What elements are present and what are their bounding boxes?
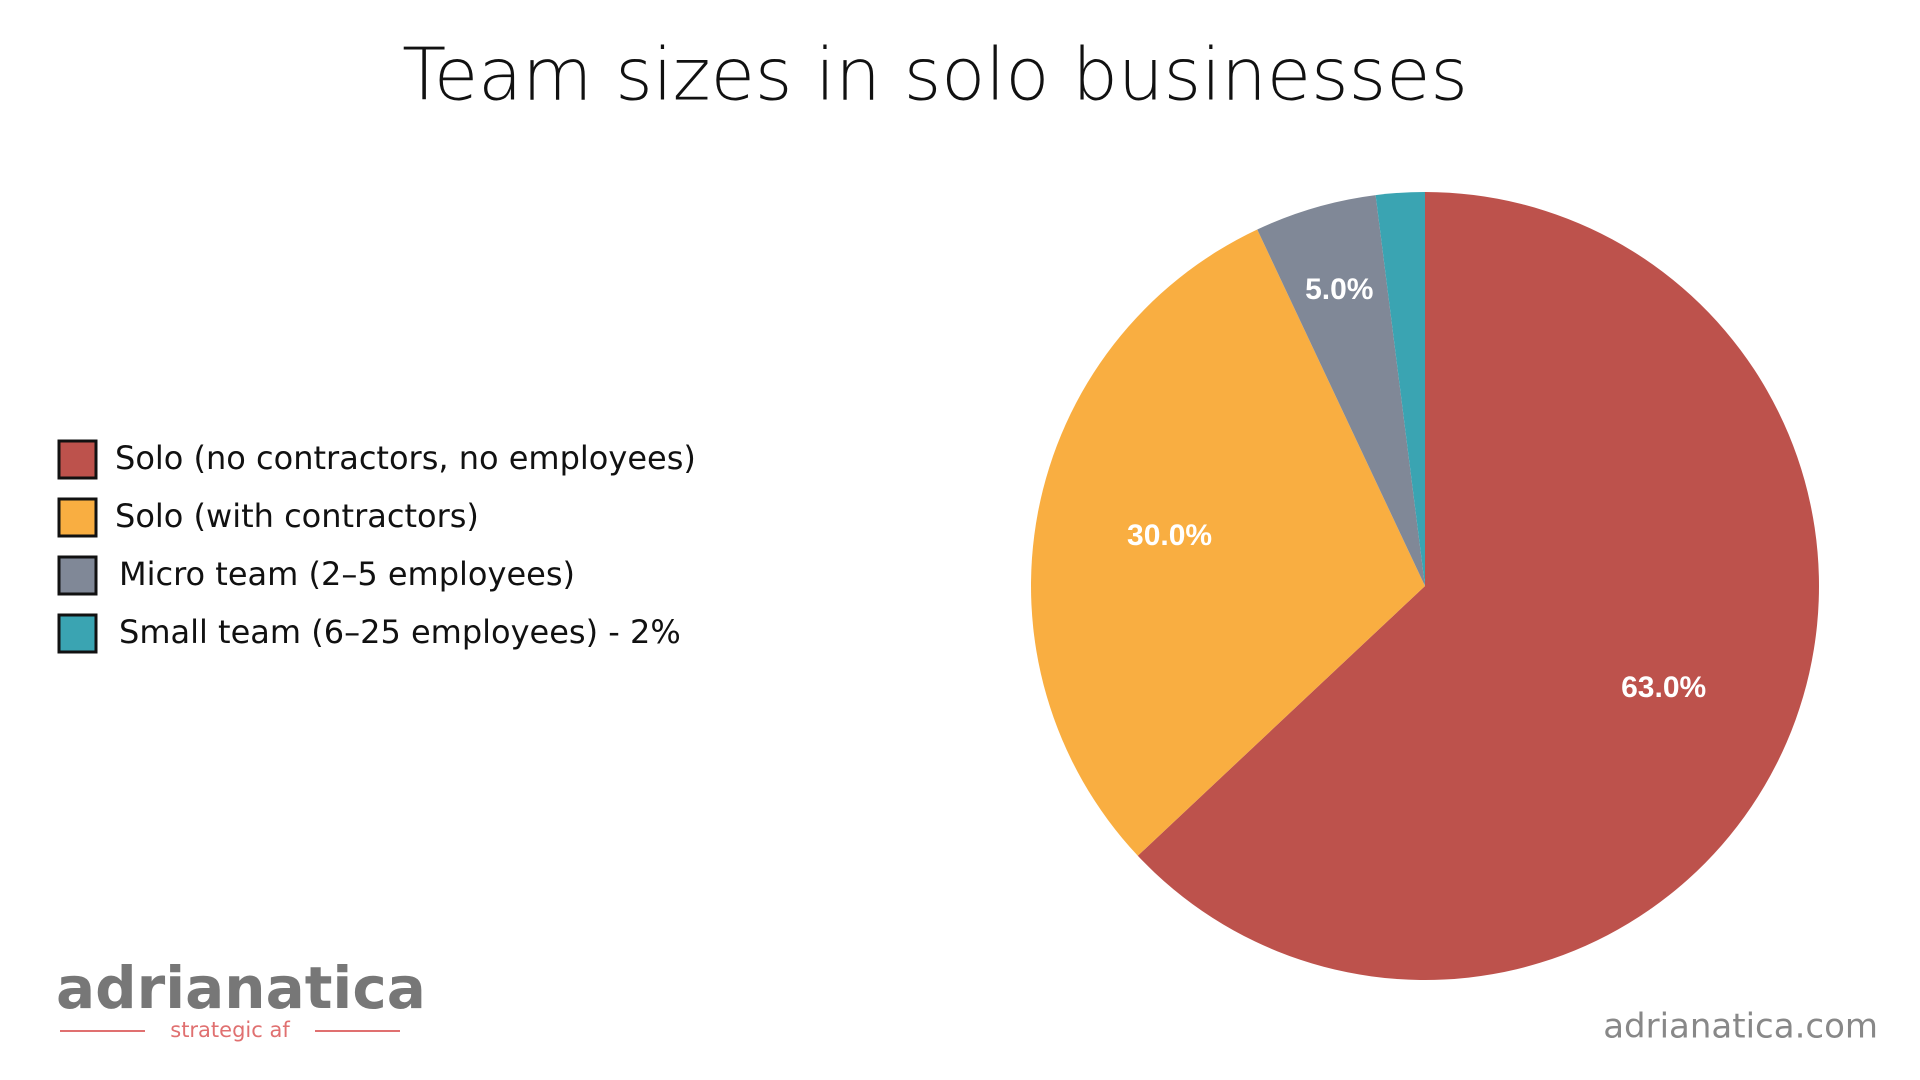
pie-slice [1257,195,1425,586]
data-label: 63.0% [1621,671,1706,704]
footer-url: adrianatica.com [1603,1007,1878,1047]
pie-slice [1137,192,1820,980]
chart-title: Team sizes in solo businesses [402,33,1468,117]
pie-slice [1030,229,1425,856]
legend-label: Solo (no contractors, no employees) [115,439,696,477]
legend-swatch [57,497,98,538]
pie-slice [1375,192,1425,586]
data-label: 5.0% [1305,273,1373,306]
legend-swatch [57,439,98,480]
legend-label: Small team (6–25 employees) - 2% [119,613,681,651]
legend-swatch [57,555,98,596]
logo-name: adrianatica [56,954,426,1022]
legend-swatch [57,613,98,654]
legend-label: Micro team (2–5 employees) [119,555,575,593]
legend-label: Solo (with contractors) [115,497,479,535]
data-label: 30.0% [1127,519,1212,552]
logo-tagline: strategic af [170,1018,290,1042]
